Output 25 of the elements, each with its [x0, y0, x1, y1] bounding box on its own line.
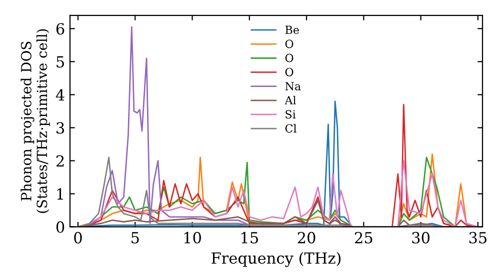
x-tick-label: 20 [298, 232, 316, 244]
y-tick-label: 1 [57, 188, 63, 200]
x-tick-label: 25 [354, 232, 372, 244]
y-tick-label: 3 [56, 122, 64, 134]
y-tick-label: 6 [56, 23, 64, 35]
legend-label: O [285, 54, 294, 62]
x-tick-label: 35 [469, 232, 486, 244]
legend-label: O [285, 40, 294, 48]
legend-label: Si [286, 110, 296, 119]
legend-label: Cl [285, 124, 296, 133]
legend-label: O [285, 68, 294, 76]
y-tick-label: 2 [56, 155, 64, 167]
x-tick-label: 15 [242, 232, 258, 244]
x-tick-label: 5 [132, 232, 139, 244]
x-tick-label: 10 [184, 232, 201, 244]
y-tick-label: 5 [56, 56, 64, 68]
y-axis-title: Phonon projected DOS (States/THz·primitive cell) [20, 29, 50, 213]
x-axis-title: Frequency (THz) [212, 252, 341, 268]
legend-label: Na [285, 82, 301, 90]
y-tick-label: 4 [56, 89, 64, 100]
legend-label: Be [285, 26, 299, 34]
y-tick-label: 0 [56, 221, 64, 233]
x-tick-label: 0 [74, 232, 82, 244]
x-tick-label: 30 [412, 232, 430, 244]
legend-label: Al [284, 96, 296, 104]
